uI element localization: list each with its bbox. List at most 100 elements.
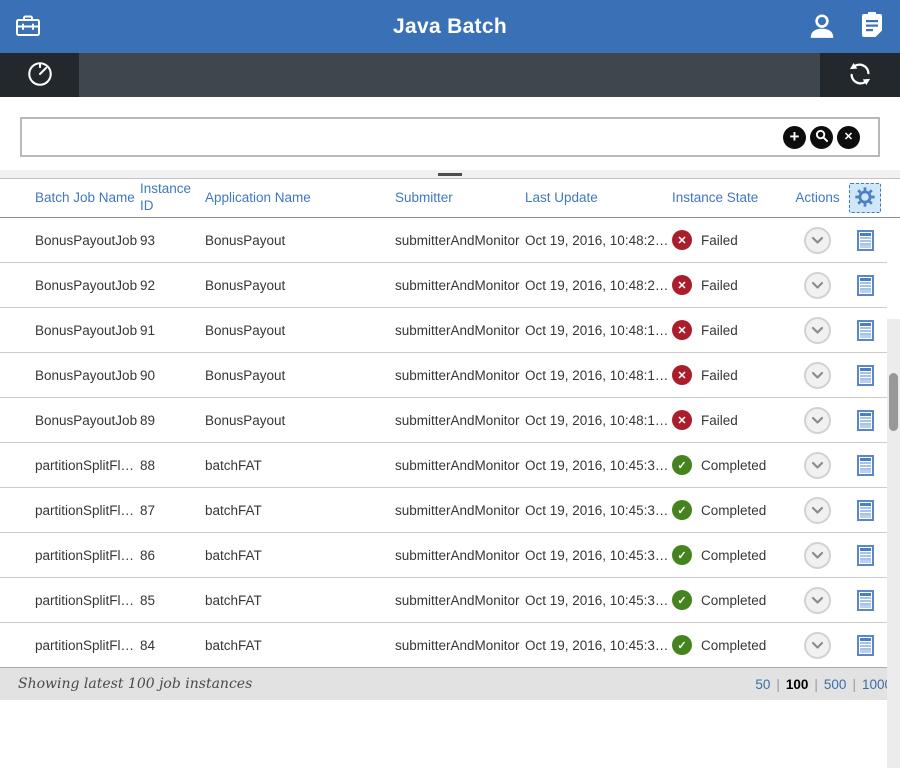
- state-glyph: ✕: [677, 369, 687, 382]
- table-row: BonusPayoutJob 89 BonusPayout submitterA…: [0, 398, 887, 443]
- view-log-button[interactable]: [856, 274, 874, 296]
- chevron-down-icon: [811, 503, 824, 518]
- cell-instance-state: ✓ Completed: [672, 545, 790, 565]
- cell-batch-job-name: BonusPayoutJob: [35, 322, 138, 338]
- row-actions-button[interactable]: [804, 406, 831, 434]
- view-log-button[interactable]: [856, 454, 874, 476]
- cell-batch-job-name: partitionSplitFlo…: [35, 547, 140, 563]
- cell-submitter: submitterAndMonitor: [395, 367, 520, 383]
- row-actions-button[interactable]: [804, 316, 831, 344]
- view-log-button[interactable]: [856, 319, 874, 341]
- column-header-submitter[interactable]: Submitter: [395, 189, 453, 205]
- row-actions-button[interactable]: [804, 586, 831, 614]
- search-area: + ✕: [0, 97, 900, 157]
- separator: |: [776, 676, 780, 692]
- cell-application-name: batchFAT: [205, 592, 262, 608]
- view-log-button[interactable]: [856, 499, 874, 521]
- view-log-button[interactable]: [856, 409, 874, 431]
- row-actions-button[interactable]: [804, 271, 831, 299]
- row-actions-button[interactable]: [804, 541, 831, 569]
- column-header-instance-state[interactable]: Instance State: [672, 189, 759, 205]
- log-file-icon: [856, 544, 874, 566]
- search-input[interactable]: [32, 119, 779, 155]
- cell-batch-job-name: partitionSplitFlo…: [35, 502, 140, 518]
- view-log-button[interactable]: [856, 589, 874, 611]
- log-file-icon: [856, 229, 874, 251]
- cell-application-name: BonusPayout: [205, 412, 286, 428]
- log-file-icon: [856, 589, 874, 611]
- row-actions-button[interactable]: [804, 631, 831, 659]
- log-file-icon: [856, 634, 874, 656]
- view-log-button[interactable]: [856, 634, 874, 656]
- toolbox-button[interactable]: [13, 12, 43, 42]
- scrollbar-thumb[interactable]: [889, 373, 898, 431]
- user-button[interactable]: [808, 13, 836, 41]
- cell-instance-id: 86: [140, 547, 156, 563]
- row-actions-button[interactable]: [804, 496, 831, 524]
- cell-application-name: batchFAT: [205, 457, 262, 473]
- cell-submitter: submitterAndMonitor: [395, 502, 520, 518]
- chevron-down-icon: [811, 458, 824, 473]
- state-icon: ✕: [672, 320, 692, 340]
- cell-instance-state: ✕ Failed: [672, 410, 790, 430]
- close-icon: ✕: [843, 130, 854, 143]
- page-size-option[interactable]: 50: [755, 676, 771, 692]
- cell-batch-job-name: BonusPayoutJob: [35, 412, 138, 428]
- row-actions-button[interactable]: [804, 451, 831, 479]
- column-header-actions[interactable]: Actions: [795, 189, 840, 205]
- table-row: BonusPayoutJob 90 BonusPayout submitterA…: [0, 353, 887, 398]
- view-log-button[interactable]: [856, 544, 874, 566]
- splitter-handle[interactable]: [438, 173, 462, 176]
- cell-last-update: Oct 19, 2016, 10:45:34 PM: [525, 592, 672, 608]
- page-size-option[interactable]: 500: [823, 676, 847, 692]
- cell-instance-state: ✓ Completed: [672, 500, 790, 520]
- cell-last-update: Oct 19, 2016, 10:45:35 PM: [525, 547, 672, 563]
- state-label: Completed: [701, 502, 767, 518]
- clear-search-button[interactable]: ✕: [837, 125, 860, 149]
- column-header-batch-job-name[interactable]: Batch Job Name: [35, 189, 135, 205]
- state-glyph: ✕: [677, 234, 687, 247]
- state-glyph: ✓: [677, 549, 687, 562]
- chevron-down-icon: [811, 413, 824, 428]
- state-label: Completed: [701, 592, 767, 608]
- table-row: partitionSplitFlo… 84 batchFAT submitter…: [0, 623, 887, 667]
- dashboard-button[interactable]: [0, 53, 79, 97]
- column-header-instance-id[interactable]: Instance ID: [140, 181, 192, 213]
- cell-application-name: batchFAT: [205, 547, 262, 563]
- state-icon: ✕: [672, 410, 692, 430]
- cell-submitter: submitterAndMonitor: [395, 277, 520, 293]
- cell-instance-state: ✕ Failed: [672, 365, 790, 385]
- refresh-icon: [846, 60, 874, 91]
- cell-submitter: submitterAndMonitor: [395, 592, 520, 608]
- footer: Showing latest 100 job instances 50 | 10…: [0, 667, 900, 700]
- toolbar: [0, 53, 900, 97]
- refresh-button[interactable]: [820, 53, 900, 97]
- scrollbar-track[interactable]: [887, 319, 900, 768]
- table-row: partitionSplitFlo… 86 batchFAT submitter…: [0, 533, 887, 578]
- state-glyph: ✕: [677, 324, 687, 337]
- add-filter-button[interactable]: +: [783, 125, 806, 149]
- column-header-application-name[interactable]: Application Name: [205, 189, 311, 205]
- page-title: Java Batch: [393, 14, 507, 38]
- table-header-row: Batch Job Name Instance ID Application N…: [0, 179, 900, 218]
- state-label: Completed: [701, 457, 767, 473]
- tasks-button[interactable]: [858, 11, 886, 40]
- column-header-last-update[interactable]: Last Update: [525, 189, 598, 205]
- view-log-button[interactable]: [856, 229, 874, 251]
- page-size-selector: 50 | 100 | 500 | 1000: [755, 677, 892, 692]
- row-actions-button[interactable]: [804, 361, 831, 389]
- view-log-button[interactable]: [856, 364, 874, 386]
- state-glyph: ✓: [677, 504, 687, 517]
- search-button[interactable]: [810, 125, 833, 149]
- page-size-option[interactable]: 100: [785, 676, 809, 692]
- cell-batch-job-name: BonusPayoutJob: [35, 277, 138, 293]
- cell-last-update: Oct 19, 2016, 10:45:37 PM: [525, 457, 672, 473]
- cell-submitter: submitterAndMonitor: [395, 457, 520, 473]
- column-settings-button[interactable]: [849, 183, 881, 213]
- state-glyph: ✓: [677, 459, 687, 472]
- page-size-option[interactable]: 1000: [861, 676, 892, 692]
- cell-submitter: submitterAndMonitor: [395, 637, 520, 653]
- state-glyph: ✓: [677, 639, 687, 652]
- state-icon: ✓: [672, 590, 692, 610]
- row-actions-button[interactable]: [804, 226, 831, 254]
